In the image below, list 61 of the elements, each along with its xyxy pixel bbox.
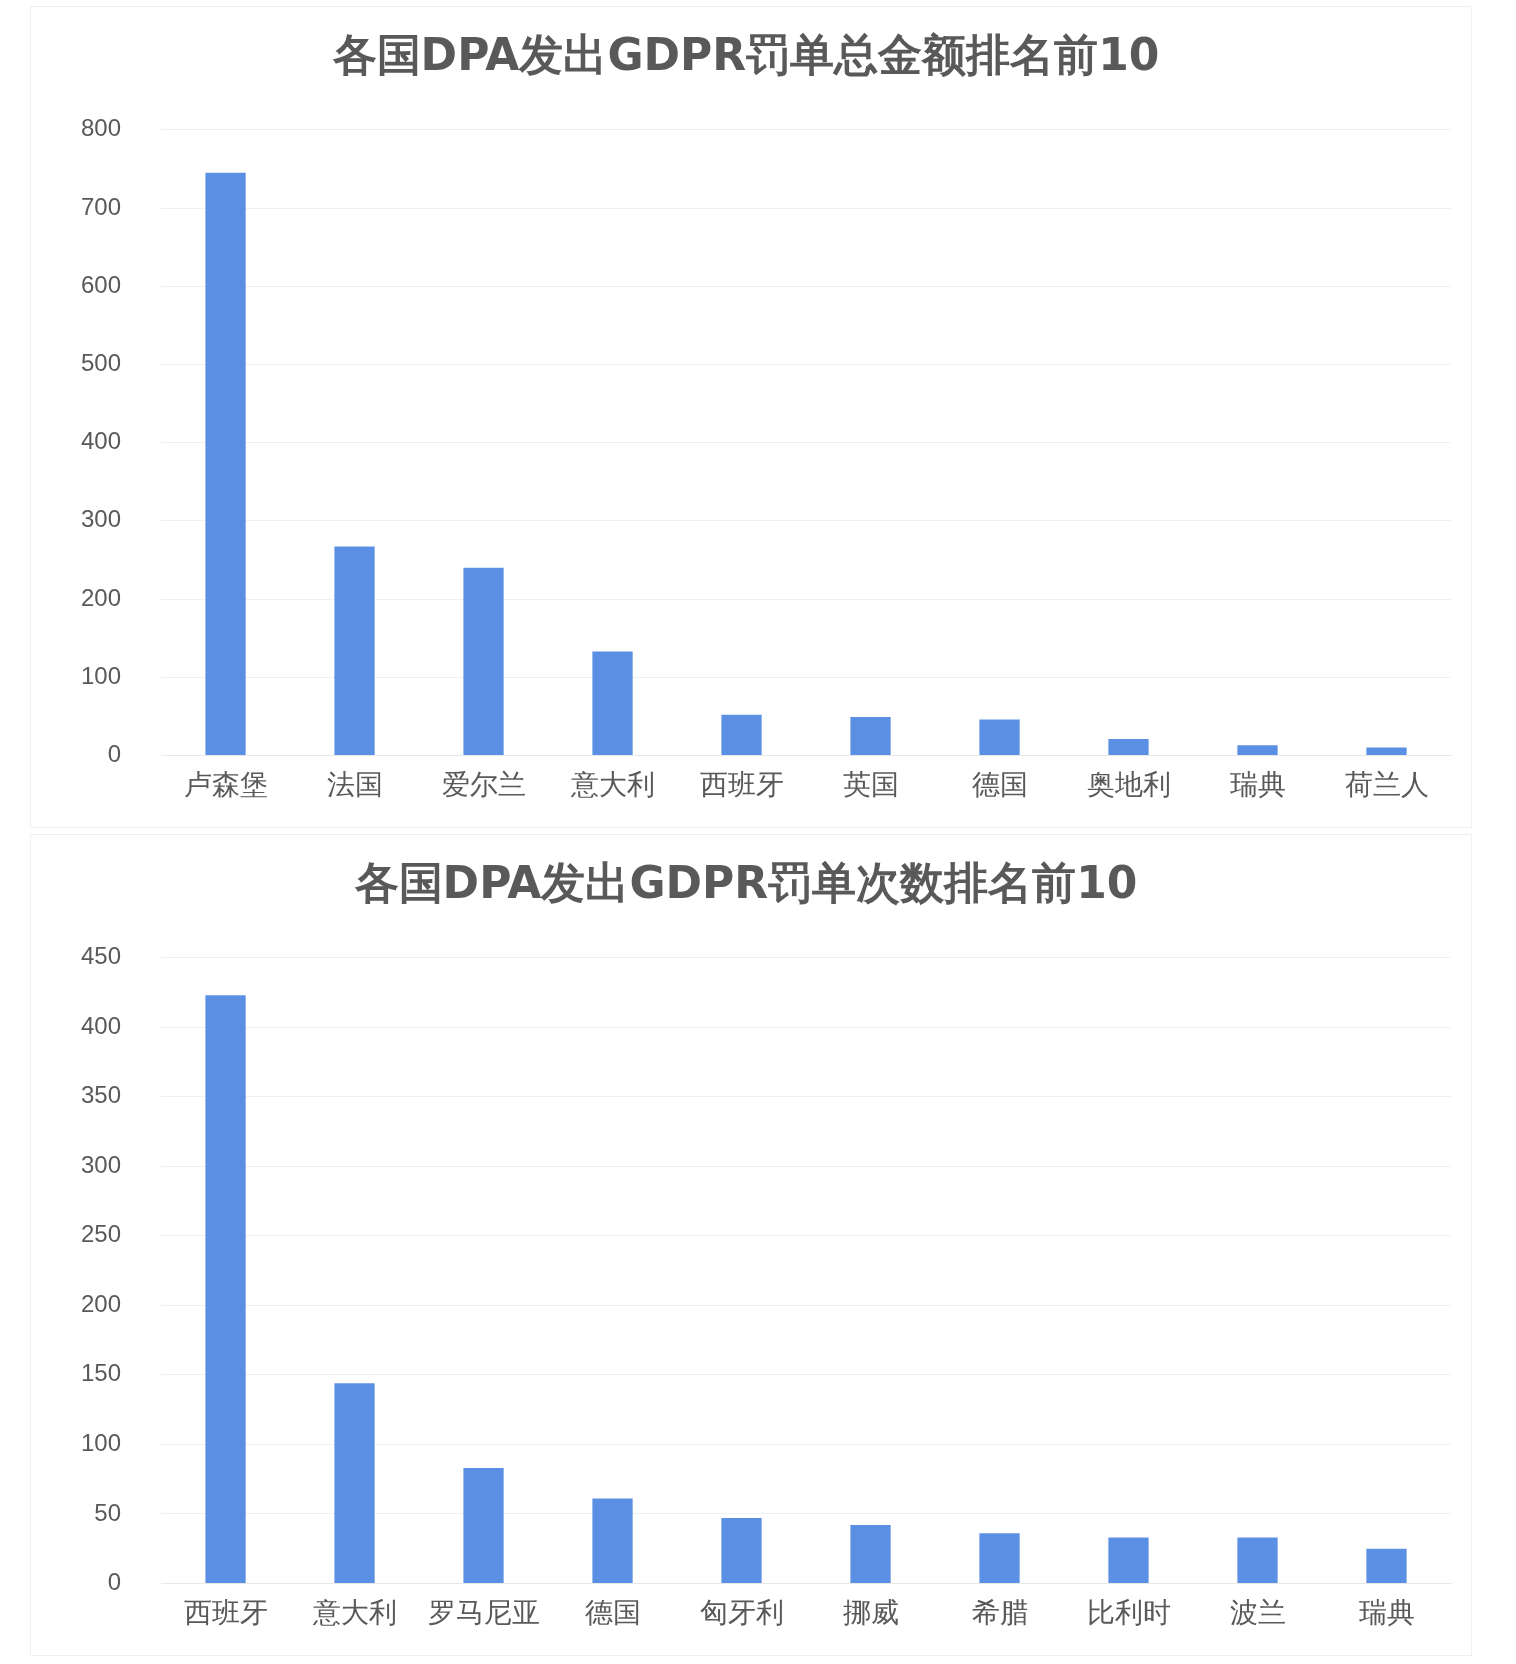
x-tick-label: 德国 xyxy=(971,768,1028,800)
chart-title: 各国DPA发出GDPR罚单次数排名前10 xyxy=(353,856,1138,908)
y-tick-label: 300 xyxy=(81,1150,122,1178)
x-tick-label: 瑞典 xyxy=(1358,1596,1415,1628)
bar xyxy=(334,1383,375,1583)
y-tick-label: 0 xyxy=(107,740,122,768)
bar xyxy=(1366,1548,1407,1583)
x-tick-label: 意大利 xyxy=(569,768,655,800)
x-tick-label: 瑞典 xyxy=(1229,768,1286,800)
y-tick-label: 0 xyxy=(107,1568,122,1596)
y-tick-label: 250 xyxy=(81,1220,122,1248)
bar xyxy=(979,719,1020,755)
y-tick-label: 100 xyxy=(81,1429,122,1456)
y-tick-label: 600 xyxy=(81,270,122,298)
bar xyxy=(721,714,762,755)
bar xyxy=(334,546,375,755)
x-tick-label: 法国 xyxy=(326,768,383,800)
y-tick-label: 50 xyxy=(94,1498,122,1526)
y-tick-label: 500 xyxy=(81,349,122,377)
y-tick-label: 400 xyxy=(81,427,122,455)
y-tick-label: 200 xyxy=(81,1289,122,1317)
y-tick-label: 700 xyxy=(81,192,122,220)
x-tick-label: 挪威 xyxy=(842,1596,899,1628)
bar xyxy=(592,1498,633,1583)
bar xyxy=(592,651,633,755)
bar xyxy=(1366,747,1407,755)
x-tick-label: 西班牙 xyxy=(183,1596,268,1628)
x-tick-label: 爱尔兰 xyxy=(441,768,526,800)
x-tick-label: 德国 xyxy=(584,1596,641,1628)
bar xyxy=(205,995,246,1583)
chart-title: 各国DPA发出GDPR罚单总金额排名前10 xyxy=(331,28,1160,80)
x-tick-label: 匈牙利 xyxy=(699,1596,784,1628)
x-tick-label: 罗马尼亚 xyxy=(427,1596,540,1628)
bar xyxy=(1108,738,1149,755)
bar xyxy=(850,717,891,755)
bar xyxy=(721,1518,762,1583)
bar xyxy=(463,1468,504,1583)
bar xyxy=(1108,1537,1149,1583)
x-tick-label: 西班牙 xyxy=(699,768,784,800)
y-tick-label: 300 xyxy=(81,505,122,533)
y-tick-label: 450 xyxy=(81,942,122,970)
x-tick-label: 希腊 xyxy=(971,1596,1028,1628)
bar xyxy=(979,1533,1020,1583)
y-tick-label: 150 xyxy=(81,1359,122,1387)
bar xyxy=(850,1525,891,1583)
x-tick-label: 比利时 xyxy=(1086,1596,1171,1628)
x-tick-label: 荷兰人 xyxy=(1344,768,1429,800)
x-tick-label: 卢森堡 xyxy=(183,768,268,800)
bar xyxy=(1237,745,1278,755)
y-tick-label: 350 xyxy=(81,1081,122,1109)
x-tick-label: 奥地利 xyxy=(1086,768,1171,800)
y-tick-label: 400 xyxy=(81,1011,122,1039)
x-tick-label: 意大利 xyxy=(311,1596,397,1628)
x-tick-label: 波兰 xyxy=(1229,1596,1286,1628)
y-tick-label: 200 xyxy=(81,583,122,611)
y-tick-label: 100 xyxy=(81,661,122,689)
bar xyxy=(1237,1537,1278,1583)
x-tick-label: 英国 xyxy=(842,768,899,800)
bar xyxy=(205,172,246,755)
y-tick-label: 800 xyxy=(81,114,122,142)
bar xyxy=(463,567,504,755)
